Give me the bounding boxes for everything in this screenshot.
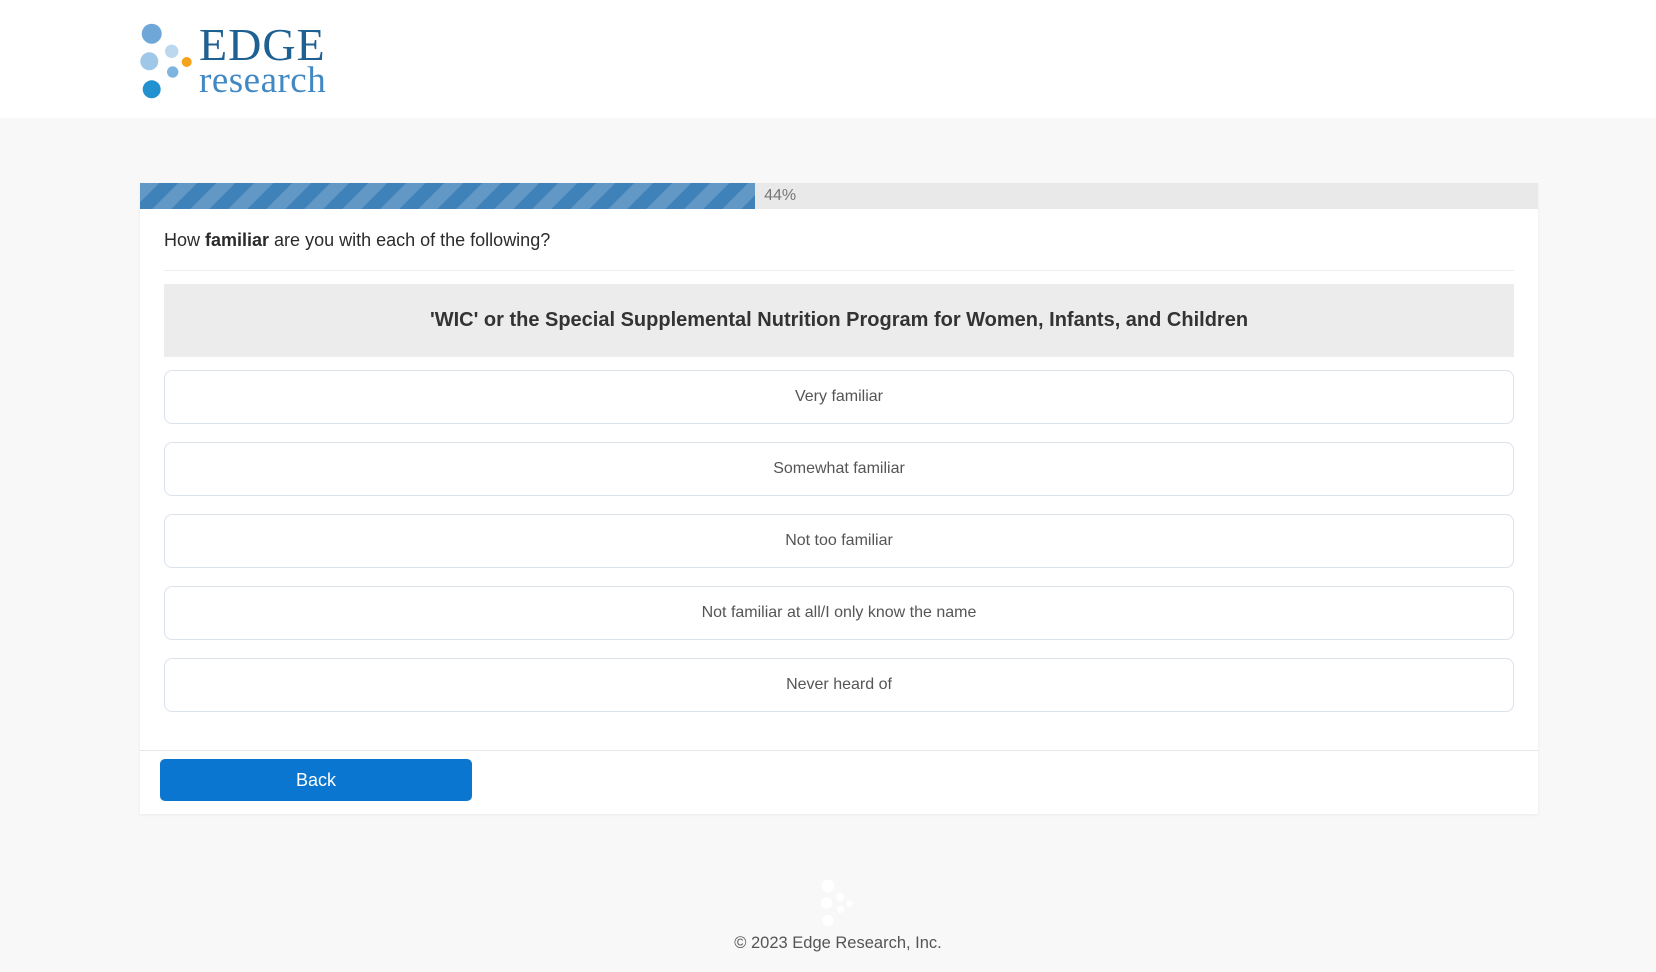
logo-text-research: research bbox=[199, 59, 327, 101]
copyright-text: © 2023 Edge Research, Inc. bbox=[734, 934, 942, 952]
question-suffix: are you with each of the following? bbox=[269, 230, 551, 250]
question-prefix: How bbox=[164, 230, 206, 250]
edge-logo-dots-icon bbox=[140, 23, 192, 99]
answer-option[interactable]: Very familiar bbox=[164, 370, 1514, 424]
question-text: How familiar are you with each of the fo… bbox=[164, 209, 1514, 271]
back-button[interactable]: Back bbox=[160, 759, 472, 801]
question-emphasis: familiar bbox=[205, 230, 270, 250]
progress-bar-fill bbox=[140, 183, 756, 209]
answer-option[interactable]: Somewhat familiar bbox=[164, 442, 1514, 496]
logo-text-edge: EDGE bbox=[199, 19, 326, 70]
progress-percent-label: 44% bbox=[764, 187, 797, 204]
answer-option[interactable]: Not too familiar bbox=[164, 514, 1514, 568]
answer-option[interactable]: Not familiar at all/I only know the name bbox=[164, 586, 1514, 640]
edge-research-logo: EDGE research bbox=[0, 0, 1656, 104]
answer-option[interactable]: Never heard of bbox=[164, 658, 1514, 712]
spacer bbox=[164, 730, 1514, 750]
item-header: 'WIC' or the Special Supplemental Nutrit… bbox=[164, 284, 1514, 357]
card-footer: Back bbox=[140, 750, 1538, 814]
site-header: EDGE research bbox=[0, 0, 1656, 118]
logo-wordmark: EDGE research bbox=[199, 19, 327, 101]
answer-options-list: Very familiar Somewhat familiar Not too … bbox=[164, 370, 1514, 712]
survey-card: 44% How familiar are you with each of th… bbox=[140, 183, 1538, 814]
progress-bar: 44% bbox=[140, 183, 1538, 209]
edge-watermark-icon bbox=[812, 876, 864, 937]
